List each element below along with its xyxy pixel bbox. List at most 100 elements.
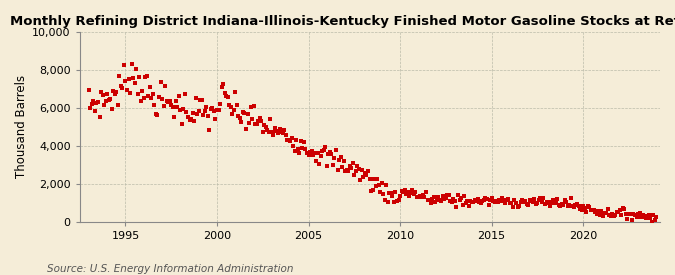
Point — [631, 214, 642, 219]
Point — [99, 103, 109, 107]
Point — [344, 164, 355, 168]
Point — [558, 203, 568, 208]
Point — [180, 92, 190, 96]
Point — [236, 120, 247, 124]
Point — [584, 205, 595, 210]
Point — [572, 202, 583, 207]
Point — [620, 212, 631, 217]
Point — [323, 151, 333, 156]
Point — [539, 202, 550, 206]
Point — [201, 105, 212, 110]
Point — [381, 183, 392, 188]
Point — [128, 76, 138, 80]
Point — [143, 94, 154, 98]
Point — [543, 200, 554, 205]
Point — [583, 204, 593, 208]
Point — [471, 199, 482, 203]
Point — [154, 95, 165, 99]
Point — [457, 203, 468, 207]
Point — [117, 86, 128, 90]
Point — [456, 195, 466, 200]
Point — [286, 136, 297, 140]
Point — [294, 151, 305, 155]
Point — [648, 213, 659, 218]
Point — [152, 113, 163, 117]
Point — [102, 92, 113, 97]
Point — [175, 108, 186, 112]
Point — [225, 105, 236, 109]
Point — [103, 98, 114, 102]
Point — [244, 121, 254, 126]
Point — [431, 197, 442, 202]
Point — [419, 195, 430, 199]
Point — [395, 193, 406, 198]
Point — [183, 115, 194, 119]
Point — [342, 168, 352, 172]
Point — [447, 200, 458, 204]
Point — [364, 177, 375, 181]
Point — [122, 88, 132, 93]
Point — [407, 188, 418, 192]
Point — [595, 213, 605, 217]
Point — [460, 200, 471, 205]
Point — [298, 140, 309, 144]
Point — [531, 202, 541, 207]
Point — [335, 154, 346, 159]
Point — [547, 198, 558, 203]
Point — [520, 199, 531, 203]
Point — [109, 92, 120, 96]
Point — [532, 201, 543, 205]
Point — [310, 159, 321, 163]
Point — [327, 163, 338, 167]
Point — [533, 198, 544, 202]
Point — [126, 61, 137, 66]
Point — [113, 103, 124, 108]
Point — [383, 200, 394, 204]
Point — [361, 173, 372, 177]
Point — [516, 198, 527, 202]
Point — [488, 199, 499, 203]
Point — [129, 80, 140, 85]
Point — [485, 198, 495, 202]
Point — [248, 104, 259, 108]
Point — [440, 196, 451, 200]
Point — [94, 115, 105, 119]
Point — [462, 199, 472, 203]
Point — [135, 99, 146, 103]
Point — [514, 204, 524, 208]
Point — [352, 163, 362, 168]
Point — [491, 199, 502, 203]
Point — [636, 214, 647, 219]
Point — [421, 189, 431, 194]
Point — [593, 208, 603, 213]
Point — [343, 169, 354, 173]
Point — [410, 190, 421, 194]
Point — [384, 191, 395, 196]
Point — [436, 199, 447, 204]
Point — [579, 206, 590, 210]
Point — [158, 104, 169, 108]
Point — [90, 108, 101, 113]
Point — [88, 98, 99, 103]
Point — [477, 199, 488, 203]
Point — [642, 214, 653, 218]
Point — [164, 99, 175, 104]
Point — [603, 213, 614, 217]
Point — [591, 212, 602, 216]
Point — [523, 203, 534, 207]
Point — [291, 138, 302, 142]
Point — [300, 147, 311, 151]
Point — [549, 201, 560, 205]
Point — [601, 211, 612, 215]
Point — [160, 84, 171, 88]
Point — [356, 167, 367, 172]
Point — [97, 93, 108, 98]
Point — [424, 198, 435, 202]
Point — [605, 214, 616, 218]
Point — [240, 127, 251, 131]
Point — [120, 79, 131, 83]
Point — [140, 75, 151, 79]
Point — [277, 131, 288, 135]
Point — [131, 67, 142, 71]
Point — [564, 203, 575, 208]
